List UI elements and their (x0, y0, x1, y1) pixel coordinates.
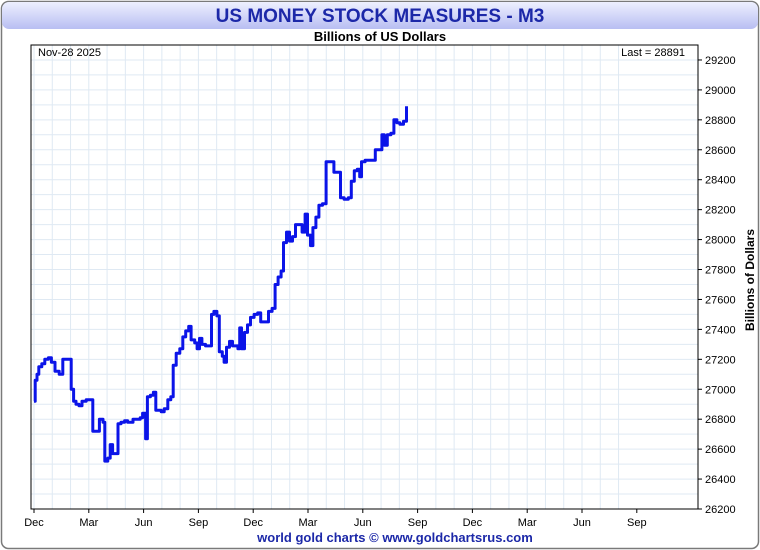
grid-lines (31, 45, 698, 509)
footer-credit: world gold charts © www.goldchartsrus.co… (256, 530, 533, 545)
x-tick-label: Mar (299, 517, 318, 529)
y-tick-label: 28000 (705, 235, 736, 247)
plot-area (30, 44, 699, 510)
x-tick-label: Mar (518, 517, 537, 529)
y-tick-label: 28800 (705, 115, 736, 127)
x-tick-label: Mar (79, 517, 98, 529)
chart-subtitle: Billions of US Dollars (314, 29, 446, 44)
y-tick-label: 26600 (705, 444, 736, 456)
x-tick-label: Jun (573, 517, 591, 529)
x-tick-label: Dec (243, 517, 263, 529)
last-value-label: Last = 28891 (621, 47, 685, 59)
y-tick-label: 26200 (705, 504, 736, 516)
y-tick-label: 28200 (705, 205, 736, 217)
y-tick-label: 27400 (705, 324, 736, 336)
x-tick-label: Sep (408, 517, 428, 529)
y-tick-label: 29200 (705, 55, 736, 67)
y-tick-label: 29000 (705, 85, 736, 97)
y-tick-label: 28400 (705, 175, 736, 187)
x-tick-label: Dec (463, 517, 483, 529)
y-tick-label: 26400 (705, 474, 736, 486)
series-line-m3 (33, 106, 408, 463)
y-tick-label: 28600 (705, 145, 736, 157)
y-tick-label: 27600 (705, 294, 736, 306)
series-group (33, 106, 408, 463)
chart-title: US MONEY STOCK MEASURES - M3 (216, 6, 545, 27)
x-tick-label: Sep (189, 517, 209, 529)
x-tick-label: Dec (24, 517, 44, 529)
y-tick-label: 27000 (705, 384, 736, 396)
x-tick-label: Jun (135, 517, 153, 529)
y-tick-label: 27200 (705, 354, 736, 366)
y-axis-label: Billions of Dollars (743, 229, 757, 331)
y-tick-label: 26800 (705, 414, 736, 426)
y-tick-label: 27800 (705, 265, 736, 277)
y-axis: 26200 26400 26600 26800 27000 27200 27400 27600… (698, 55, 736, 516)
title-band (2, 2, 758, 29)
x-axis: Dec Mar Jun Sep Dec Mar Jun Sep Dec Mar Jun Sep (24, 509, 647, 529)
date-label: Nov-28 2025 (38, 47, 101, 59)
x-tick-label: Sep (627, 517, 647, 529)
x-tick-label: Jun (354, 517, 372, 529)
